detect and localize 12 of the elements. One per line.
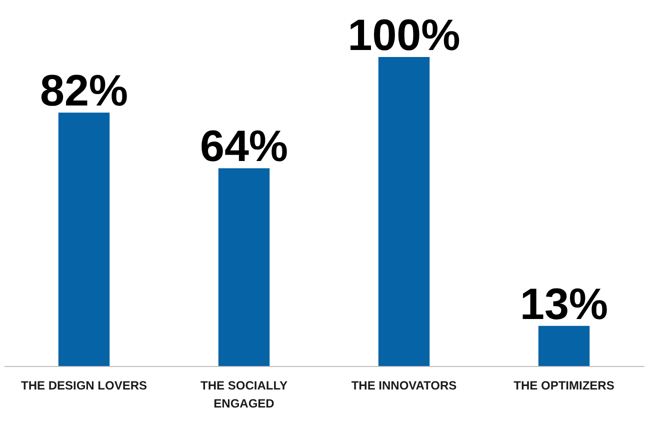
bar	[58, 112, 110, 366]
x-tick-label: THE SOCIALLY ENGAGED	[200, 378, 288, 410]
x-tick-label: THE DESIGN LOVERS	[20, 378, 148, 392]
data-label: 64%	[200, 122, 288, 172]
x-tick-label: THE OPTIMIZERS	[514, 378, 614, 392]
data-label: 82%	[40, 66, 128, 116]
x-tick-label: THE INNOVATORS	[351, 378, 457, 392]
bar	[218, 168, 270, 366]
bar	[378, 57, 430, 366]
data-label: 100%	[348, 11, 460, 60]
bar	[538, 326, 590, 366]
data-label: 13%	[520, 280, 608, 329]
